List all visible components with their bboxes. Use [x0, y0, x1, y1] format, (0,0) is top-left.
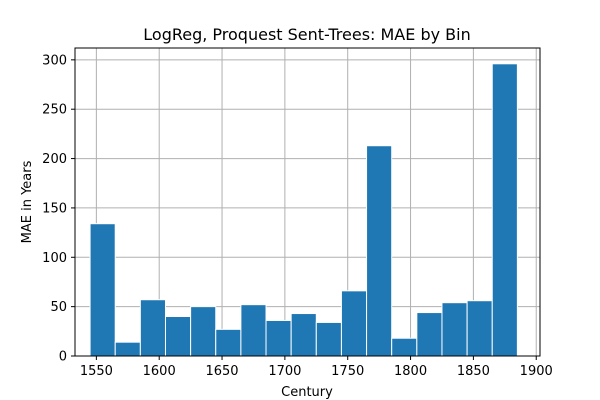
x-axis-title: Century: [281, 385, 333, 400]
bar: [215, 328, 242, 357]
y-tick-label: 150: [42, 201, 67, 216]
bar: [315, 321, 342, 357]
bar: [366, 145, 393, 357]
chart-title: LogReg, Proquest Sent-Trees: MAE by Bin: [143, 25, 470, 44]
bars: [89, 63, 518, 357]
bar: [290, 313, 317, 357]
plot-frame: [74, 47, 541, 357]
x-tick-label: 1600: [143, 364, 176, 379]
bar: [164, 316, 192, 357]
x-tick-label: 1650: [205, 364, 238, 379]
y-ticks: 0 50 100 150 200 250 300: [42, 53, 75, 365]
bar: [190, 306, 217, 357]
bar: [416, 312, 443, 357]
bar: [441, 302, 468, 357]
grid-lines: [75, 48, 540, 357]
bar: [265, 319, 292, 357]
x-tick-label: 1850: [457, 364, 490, 379]
x-tick-label: 1900: [520, 364, 553, 379]
y-tick-label: 50: [50, 300, 67, 315]
y-tick-label: 0: [59, 350, 67, 365]
x-ticks: 1550 1600 1650 1700 1750 1800 1850 1900: [80, 356, 553, 379]
x-tick-label: 1750: [331, 364, 364, 379]
bar: [139, 299, 166, 357]
bar: [391, 337, 418, 357]
bar: [89, 223, 116, 357]
y-tick-label: 100: [42, 251, 67, 266]
bar: [491, 63, 518, 357]
bar: [340, 290, 368, 357]
bar: [466, 300, 493, 357]
y-tick-label: 200: [42, 152, 67, 167]
y-axis-title: MAE in Years: [20, 160, 35, 243]
x-tick-label: 1550: [80, 364, 113, 379]
bar: [114, 341, 141, 357]
x-tick-label: 1700: [268, 364, 301, 379]
bar: [240, 304, 267, 357]
x-tick-label: 1800: [394, 364, 427, 379]
y-tick-label: 250: [42, 103, 67, 118]
y-tick-label: 300: [42, 53, 67, 68]
